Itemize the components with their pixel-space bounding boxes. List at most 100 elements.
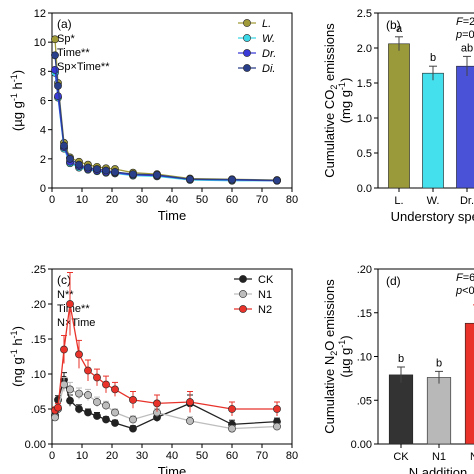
panel-0-x-tick-label: 80 <box>286 194 298 206</box>
panel-2-x-tick-label: 80 <box>286 450 298 462</box>
panel-2-data-point <box>102 401 110 410</box>
panel-2-data-point <box>84 408 92 417</box>
panel-1-bar <box>388 43 410 189</box>
panel-3-panel-label: (d) <box>386 274 401 288</box>
panel-2-legend-marker <box>239 290 247 298</box>
panel-0-panel-label: (a) <box>57 17 72 31</box>
panel-2-data-point <box>111 408 119 417</box>
panel-2-y-tick-label: .05 <box>31 404 46 416</box>
panel-3-x-tick-label: N2 <box>470 451 474 463</box>
panel-1-significance-letter: b <box>430 52 436 64</box>
panel-3-stat-text: F=6.4 <box>456 272 474 284</box>
panel-1-bar-group: ab Dr. <box>456 42 474 207</box>
panel-2: 0.00 .05 .10 .15 .20 .25 0 10 20 30 40 50 60 70 80 Time… <box>9 264 298 474</box>
panel-0-data-point <box>51 65 59 74</box>
panel-0-legend-marker <box>243 34 251 42</box>
panel-2-data-point <box>273 405 281 413</box>
panel-3: 0.00 .05 .10 .15 .20 (d) F=6.4p<0.0 b CK b N1 aN2 N … <box>322 264 474 474</box>
panel-2-data-point <box>54 403 62 412</box>
panel-3-y-label: (µg g-1) <box>337 335 353 377</box>
panel-0-data-point <box>75 160 83 169</box>
panel-0-data-point <box>54 92 62 101</box>
panel-1-bar <box>456 65 474 189</box>
panel-2-legend-label: N2 <box>258 304 272 316</box>
panel-3-y-tick-label: .20 <box>357 264 372 276</box>
panel-1-y-tick-label: 1.5 <box>357 78 372 90</box>
panel-2-stat-text: N** <box>57 289 74 301</box>
panel-1-stat-text: F=2.2 <box>456 16 474 28</box>
panel-3-bar-group: b N1 <box>426 357 452 463</box>
panel-2-data-point <box>228 405 236 413</box>
panel-2-legend-marker <box>239 275 247 283</box>
panel-2-data-point <box>51 413 59 422</box>
panel-0-data-point <box>93 165 101 173</box>
panel-1-y-label: Cumulative CO2 emissions <box>322 23 339 178</box>
panel-0-legend-label: Dr. <box>262 48 276 60</box>
panel-2-x-tick-label: 60 <box>226 450 238 462</box>
panel-1-bar <box>422 72 444 189</box>
panel-0-data-point <box>111 168 119 176</box>
panel-0-x-tick-label: 60 <box>226 194 238 206</box>
panel-2-data-point <box>228 424 236 433</box>
panel-0: 0 2 4 6 8 10 12 0 10 20 30 40 50 60 70 80 Time (µg g-1 h-… <box>9 8 298 223</box>
panel-1-y-label: (mg g-1) <box>337 78 353 124</box>
panel-2-data-point <box>93 398 101 406</box>
panel-0-y-tick-label: 0 <box>40 183 46 195</box>
panel-2-data-point <box>129 395 137 404</box>
panel-1-bar-group: a L. <box>388 23 410 207</box>
panel-3-x-tick-label: N1 <box>432 451 446 463</box>
panel-0-data-point <box>51 51 59 60</box>
panel-2-data-point <box>75 350 83 359</box>
panel-2-data-point <box>84 366 92 375</box>
panel-2-data-point <box>66 385 74 394</box>
panel-0-data-point <box>228 175 236 184</box>
panel-3-y-tick-label: .15 <box>357 308 372 320</box>
panel-3-significance-letter: b <box>398 353 404 365</box>
panel-2-data-point <box>111 385 119 394</box>
panel-2-data-point <box>84 391 92 399</box>
panel-2-x-tick-label: 20 <box>106 450 118 462</box>
panel-0-data-point <box>186 175 194 184</box>
panel-0-data-point <box>60 141 68 150</box>
panel-2-series-line <box>54 303 277 411</box>
panel-2-data-point <box>66 396 74 405</box>
panel-0-x-tick-label: 20 <box>106 194 118 206</box>
panel-2-data-point <box>60 345 68 354</box>
panel-0-x-tick-label: 0 <box>49 194 55 206</box>
panel-2-data-point <box>186 416 194 425</box>
panel-0-stat-text: Time** <box>57 47 90 59</box>
panel-0-y-tick-label: 10 <box>34 37 46 49</box>
panel-1-panel-label: (b) <box>386 18 401 32</box>
panel-2-stat-text: Time** <box>57 303 90 315</box>
panel-3-bar-group: aN2 <box>464 291 474 463</box>
panel-2-data-point <box>111 419 119 427</box>
panel-2-data-point <box>102 380 110 389</box>
panel-0-y-tick-label: 2 <box>40 154 46 166</box>
panel-0-data-point <box>54 82 62 90</box>
panel-0-y-tick-label: 6 <box>40 96 46 108</box>
panel-2-x-tick-label: 50 <box>196 450 208 462</box>
panel-3-bar <box>464 322 474 445</box>
panel-1-significance-letter: a <box>396 23 403 35</box>
panel-0-legend-label: Di. <box>262 63 275 75</box>
panel-2-frame <box>51 268 293 445</box>
panel-1-y-tick-label: 1.0 <box>357 113 372 125</box>
panel-1-x-tick-label: L. <box>394 195 403 207</box>
panel-2-x-tick-label: 0 <box>49 450 55 462</box>
panel-0-data-point <box>84 163 92 172</box>
panel-0-x-tick-label: 40 <box>166 194 178 206</box>
panel-2-series-2 <box>51 272 281 416</box>
panel-2-data-point <box>93 412 101 420</box>
panel-1-y-tick-label: 0.5 <box>357 148 372 160</box>
panel-3-x-label: N addition <box>409 465 468 474</box>
panel-2-x-label: Time <box>158 464 186 474</box>
panel-0-data-point <box>273 176 281 185</box>
panel-0-data-point <box>66 154 74 163</box>
panel-3-bar-group: b CK <box>388 353 414 463</box>
panel-2-data-point <box>93 373 101 382</box>
panel-2-x-tick-label: 30 <box>136 450 148 462</box>
panel-2-x-tick-label: 70 <box>256 450 268 462</box>
panel-2-data-point <box>129 424 137 433</box>
panel-2-x-tick-label: 40 <box>166 450 178 462</box>
